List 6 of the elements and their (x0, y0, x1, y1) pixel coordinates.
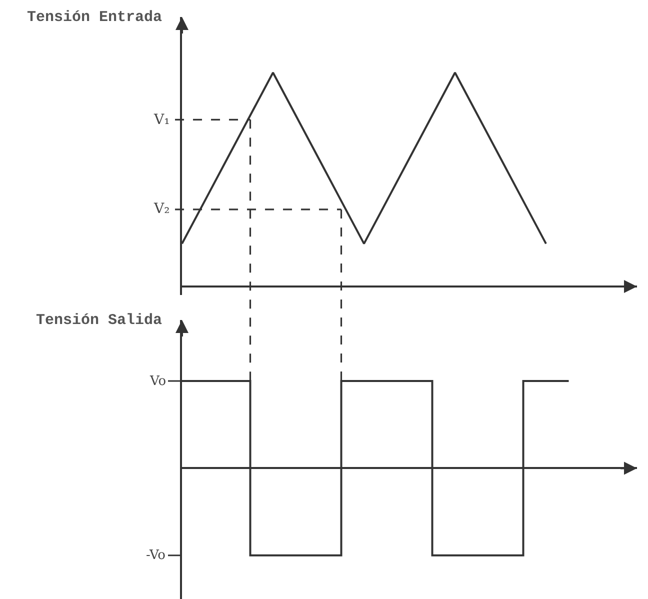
y-axis-title: Tensión Entrada (27, 9, 162, 26)
text: -Vo (146, 548, 166, 563)
text: Vo (149, 374, 166, 389)
y-axis-title: Tensión Salida (36, 312, 162, 329)
ref-line-label: V₂ (153, 201, 170, 217)
ref-line-label: V₁ (153, 112, 170, 128)
